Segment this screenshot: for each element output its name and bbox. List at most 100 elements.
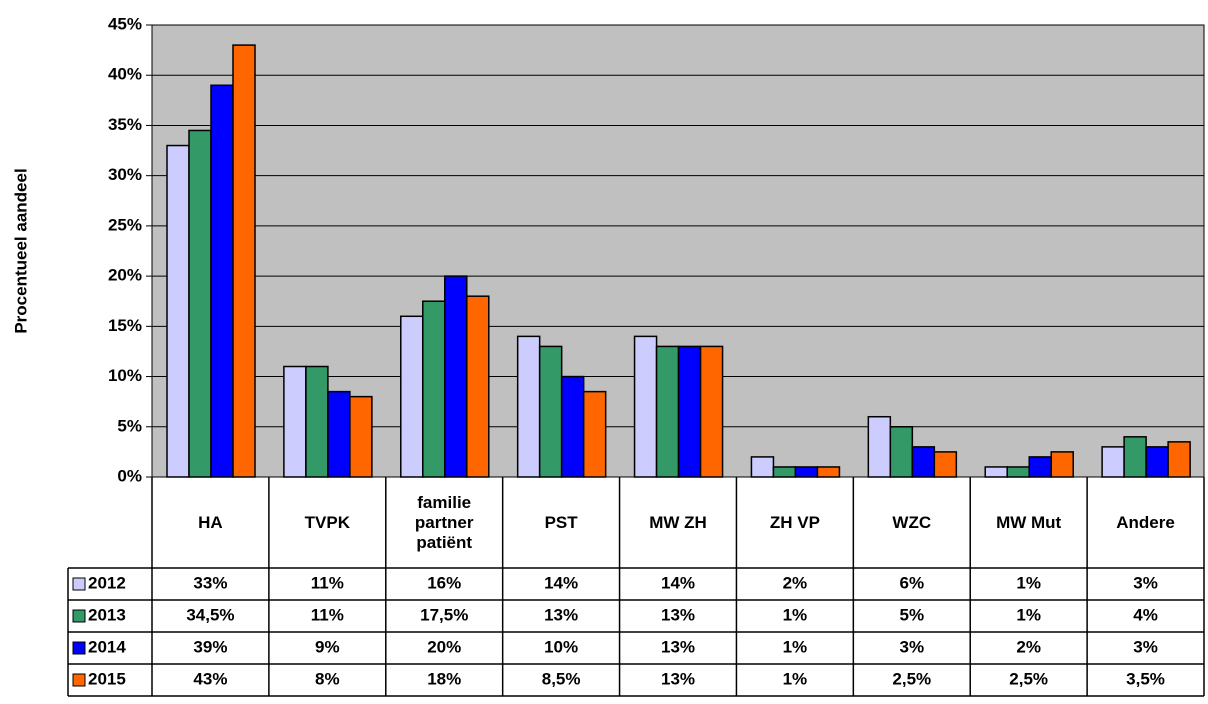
bar — [560, 375, 585, 478]
y-tick-label: 15% — [108, 316, 142, 335]
y-tick-label: 20% — [108, 266, 142, 285]
table-value: 14% — [544, 573, 578, 592]
x-tick-label: MW ZH — [649, 512, 707, 532]
table-value: 34,5% — [186, 605, 234, 624]
table-value: 6% — [899, 573, 924, 592]
bar — [772, 466, 797, 478]
bar — [655, 345, 680, 478]
bar — [349, 395, 373, 478]
table-value: 20% — [427, 637, 461, 656]
x-tick-label: PST — [544, 512, 578, 532]
table-value: 8,5% — [542, 669, 581, 688]
bar — [911, 446, 936, 478]
table-value: 1% — [783, 637, 808, 656]
table-value: 13% — [661, 669, 695, 688]
bar — [816, 466, 841, 478]
legend-label: 2014 — [88, 637, 126, 656]
table-value: 14% — [661, 573, 695, 592]
bar — [1123, 436, 1147, 478]
table-value: 13% — [661, 605, 695, 624]
table-value: 1% — [783, 669, 808, 688]
table-value: 16% — [427, 573, 461, 592]
table-value: 3% — [899, 637, 924, 656]
table-value: 13% — [661, 637, 695, 656]
table-value: 33% — [193, 573, 227, 592]
table-value: 4% — [1133, 605, 1158, 624]
bar — [699, 345, 724, 478]
x-tick-label: MW Mut — [996, 512, 1062, 532]
bar — [422, 300, 446, 478]
bar — [327, 390, 351, 478]
table-value: 39% — [193, 637, 227, 656]
bar — [1006, 466, 1030, 478]
table-value: 2,5% — [892, 669, 931, 688]
y-tick-label: 25% — [108, 215, 142, 234]
x-tick-label: HA — [198, 512, 223, 532]
y-tick-label: 10% — [108, 366, 142, 385]
legend-key — [72, 609, 86, 623]
table-value: 3% — [1133, 573, 1158, 592]
bar — [232, 44, 256, 478]
table-value: 10% — [544, 637, 578, 656]
bar — [188, 129, 212, 478]
bar — [1167, 441, 1191, 478]
x-tick-label: Andere — [1116, 512, 1175, 532]
x-tick-label: familie partner patiënt — [414, 492, 474, 552]
bar — [677, 345, 702, 478]
y-tick-label: 30% — [108, 165, 142, 184]
table-value: 3,5% — [1126, 669, 1165, 688]
table-value: 17,5% — [420, 605, 468, 624]
table-value: 8% — [315, 669, 340, 688]
table-value: 2,5% — [1009, 669, 1048, 688]
bar — [400, 315, 424, 478]
table-value: 11% — [311, 573, 344, 592]
bar — [516, 335, 541, 478]
bar — [794, 466, 819, 478]
legend-label: 2015 — [88, 669, 126, 688]
bar — [933, 451, 958, 478]
table-value: 18% — [427, 669, 461, 688]
bar — [210, 84, 234, 478]
y-tick-label: 5% — [117, 416, 142, 435]
table-value: 1% — [1016, 605, 1041, 624]
table-value: 13% — [544, 605, 578, 624]
bar — [984, 466, 1008, 478]
y-tick-label: 40% — [108, 65, 142, 84]
bar — [750, 456, 775, 478]
bar — [305, 365, 329, 478]
bar — [1028, 456, 1052, 478]
table-value: 3% — [1133, 637, 1158, 656]
y-tick-label: 0% — [117, 466, 142, 485]
table-value: 1% — [783, 605, 808, 624]
y-tick-label: 35% — [108, 115, 142, 134]
table-value: 2% — [1016, 637, 1041, 656]
legend-key — [72, 577, 86, 591]
bar — [466, 295, 490, 478]
x-tick-label: ZH VP — [769, 512, 820, 532]
table-value: 5% — [899, 605, 924, 624]
legend-label: 2012 — [88, 573, 126, 592]
table-value: 1% — [1016, 573, 1041, 592]
bar — [1145, 446, 1169, 478]
y-axis-label: Procentueel aandeel — [11, 168, 30, 333]
table-value: 11% — [311, 605, 344, 624]
table-value: 9% — [315, 637, 340, 656]
x-tick-label: WZC — [892, 512, 932, 532]
legend-key — [72, 673, 86, 687]
table-value: 2% — [783, 573, 808, 592]
bar — [283, 365, 307, 478]
bar — [1101, 446, 1125, 478]
legend-label: 2013 — [88, 605, 126, 624]
y-tick-label: 45% — [108, 14, 142, 33]
bar — [1050, 451, 1074, 478]
bar — [538, 345, 563, 478]
bar — [633, 335, 658, 478]
bar — [444, 275, 468, 478]
x-tick-label: TVPK — [304, 512, 350, 532]
bar — [166, 144, 190, 478]
bar — [889, 426, 914, 478]
legend-key — [72, 641, 86, 655]
bar — [867, 415, 892, 478]
